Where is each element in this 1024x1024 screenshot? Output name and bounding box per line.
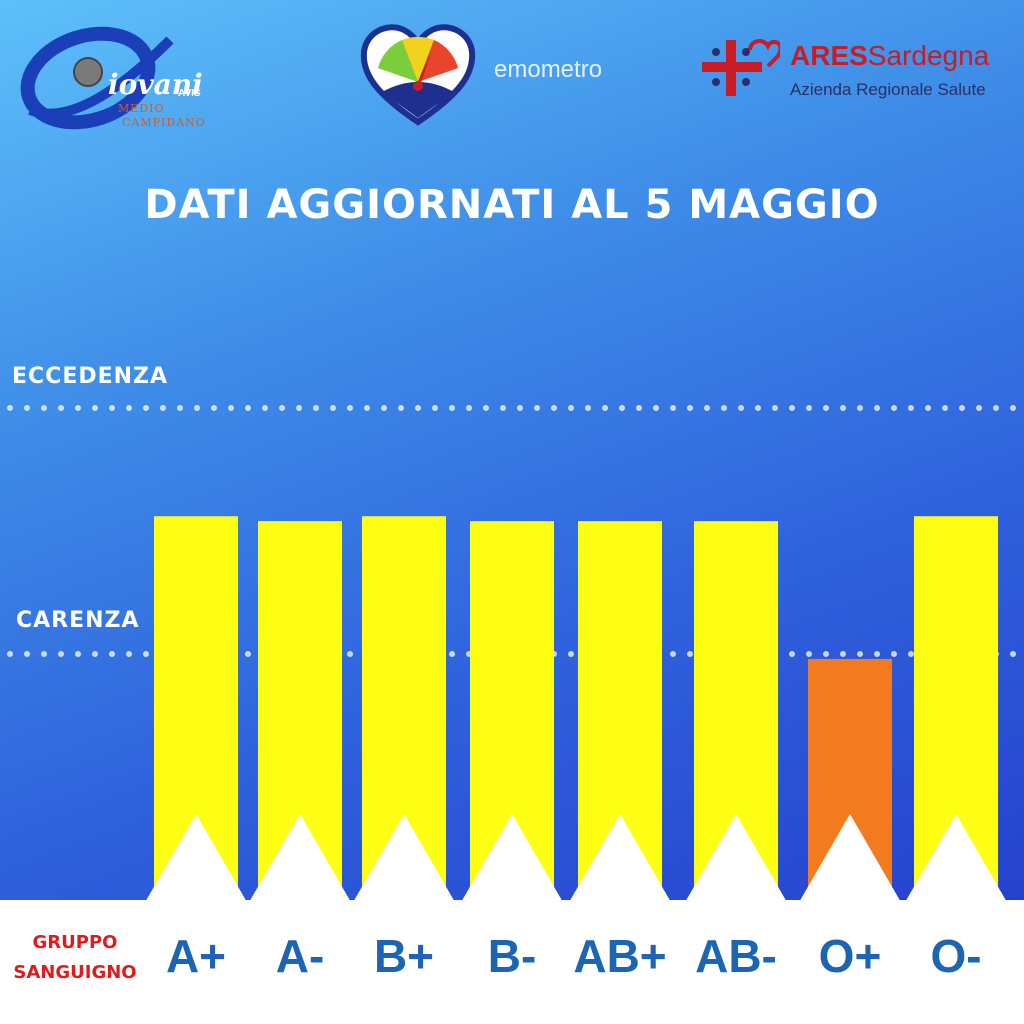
tick-label-bneg: B-	[488, 930, 537, 982]
peak-0	[144, 814, 248, 904]
giovani-logo-avis: AVIS	[178, 88, 201, 99]
tick-label-bpos: B+	[374, 930, 434, 982]
tick-label-aneg: A-	[276, 930, 325, 982]
peak-7	[904, 814, 1008, 904]
peak-6	[798, 814, 902, 904]
peak-3	[460, 814, 564, 904]
giovani-logo-sub1: MEDIO	[118, 102, 165, 115]
x-axis-label: GRUPPO SANGUIGNO	[10, 928, 140, 988]
axis-band	[0, 900, 1024, 1024]
peak-1	[248, 814, 352, 904]
x-axis-label-line-2: SANGUIGNO	[13, 962, 137, 983]
giovani-logo-name: iovani	[108, 68, 203, 101]
emometro-label: emometro	[494, 56, 603, 83]
tick-label-abpos: AB+	[573, 930, 666, 982]
ares-subtitle: Azienda Regionale Salute	[790, 80, 986, 99]
x-axis-label-line-1: GRUPPO	[32, 932, 118, 953]
peak-5	[684, 814, 788, 904]
peak-4	[568, 814, 672, 904]
giovani-avis-logo	[20, 26, 174, 130]
peak-2	[352, 814, 456, 904]
tick-label-oneg: O-	[930, 930, 981, 982]
ares-name: ARESSardegna	[790, 40, 990, 71]
tick-label-apos: A+	[166, 930, 226, 982]
chart-title: DATI AGGIORNATI AL 5 MAGGIO	[144, 182, 880, 228]
emometro-heart-icon	[360, 24, 476, 126]
giovani-logo-sub2: CAMPIDANO	[122, 116, 206, 129]
reference-label-carenza: CARENZA	[16, 608, 140, 633]
tick-label-opos: O+	[819, 930, 882, 982]
tick-label-abneg: AB-	[695, 930, 777, 982]
reference-label-eccedenza: ECCEDENZA	[12, 364, 169, 389]
ares-cross-icon	[702, 39, 780, 96]
